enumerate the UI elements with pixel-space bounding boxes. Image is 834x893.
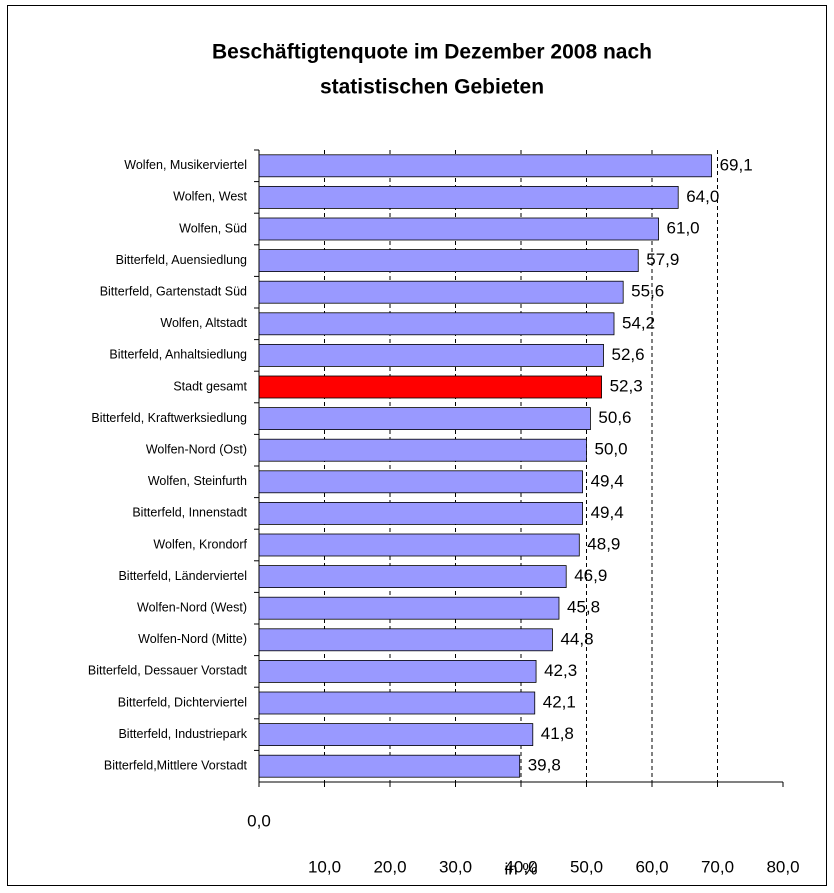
- y-tick-label: Wolfen, Krondorf: [153, 537, 247, 551]
- y-tick-label: Wolfen, West: [173, 190, 247, 204]
- y-tick-label: Bitterfeld, Gartenstadt Süd: [100, 284, 247, 298]
- data-label: 49,4: [591, 503, 624, 522]
- y-tick-label: Bitterfeld, Dessauer Vorstadt: [88, 664, 248, 678]
- data-label: 49,4: [591, 471, 624, 490]
- y-tick-label: Wolfen-Nord (West): [137, 600, 247, 614]
- x-tick-label: 60,0: [635, 857, 668, 876]
- y-tick-label: Wolfen-Nord (Mitte): [138, 632, 247, 646]
- data-label: 45,8: [567, 598, 600, 617]
- data-label: 54,2: [622, 313, 655, 332]
- x-tick-label: 30,0: [439, 857, 472, 876]
- data-label: 41,8: [541, 724, 574, 743]
- x-tick-label: 10,0: [308, 857, 341, 876]
- y-tick-label: Bitterfeld, Auensiedlung: [116, 253, 247, 267]
- data-label: 50,6: [598, 408, 631, 427]
- y-tick-label: Bitterfeld, Dichterviertel: [118, 695, 247, 709]
- y-tick-label: Bitterfeld, Anhaltsiedlung: [109, 348, 247, 362]
- x-tick-label: 80,0: [766, 857, 799, 876]
- data-label: 42,3: [544, 661, 577, 680]
- chart-title: Beschäftigtenquote im Dezember 2008 nach: [212, 41, 652, 64]
- y-tick-label: Wolfen, Steinfurth: [148, 474, 247, 488]
- x-tick-label: 70,0: [701, 857, 734, 876]
- y-tick-label: Bitterfeld,Mittlere Vorstadt: [104, 758, 248, 772]
- x-tick-label: 50,0: [570, 857, 603, 876]
- bar: [258, 660, 537, 683]
- data-label: 57,9: [646, 250, 679, 269]
- y-tick-label: Wolfen, Süd: [179, 221, 247, 235]
- data-label: 61,0: [667, 218, 700, 237]
- data-label: 39,8: [528, 756, 561, 775]
- y-tick-label: Bitterfeld, Innenstadt: [132, 506, 247, 520]
- bar: [258, 343, 604, 367]
- data-label: 50,0: [595, 440, 628, 459]
- data-label: 42,1: [543, 692, 576, 711]
- bar: [258, 533, 580, 557]
- bar: [258, 438, 587, 462]
- bar: [258, 154, 713, 178]
- bar: [258, 628, 553, 652]
- y-tick-label: Bitterfeld, Kraftwerksiedlung: [91, 411, 247, 425]
- bar: [258, 565, 567, 588]
- y-tick-label: Wolfen, Altstadt: [160, 316, 247, 330]
- chart-title: statistischen Gebieten: [320, 76, 544, 99]
- x-tick-label: 0,0: [247, 811, 271, 830]
- data-label: 44,8: [560, 629, 593, 648]
- bar: [258, 375, 602, 399]
- bar: [258, 501, 583, 525]
- y-tick-label: Wolfen-Nord (Ost): [146, 442, 247, 456]
- data-label: 52,6: [612, 345, 645, 364]
- data-label: 48,9: [587, 534, 620, 553]
- y-tick-label: Wolfen, Musikerviertel: [124, 158, 247, 172]
- bar: [258, 217, 659, 241]
- y-tick-label: Bitterfeld, Länderviertel: [118, 569, 247, 583]
- bar: [258, 596, 560, 620]
- bar: [258, 407, 591, 431]
- data-label: 46,9: [574, 566, 607, 585]
- data-label: 64,0: [686, 187, 719, 206]
- data-label: 55,6: [631, 282, 664, 301]
- data-label: 52,3: [610, 376, 643, 395]
- bar: [258, 312, 615, 336]
- bar: [258, 470, 583, 494]
- bar: [258, 249, 639, 273]
- x-axis-label: in %: [504, 859, 537, 878]
- bar: [258, 185, 679, 209]
- bar: [258, 691, 536, 715]
- x-tick-label: 40,0: [504, 857, 537, 876]
- x-tick-label: 20,0: [373, 857, 406, 876]
- y-tick-label: Bitterfeld, Industriepark: [118, 727, 247, 741]
- bar: [258, 280, 624, 304]
- bar: [258, 754, 521, 778]
- bar: [258, 723, 534, 746]
- y-tick-label: Stadt gesamt: [173, 379, 247, 393]
- data-label: 69,1: [720, 155, 753, 174]
